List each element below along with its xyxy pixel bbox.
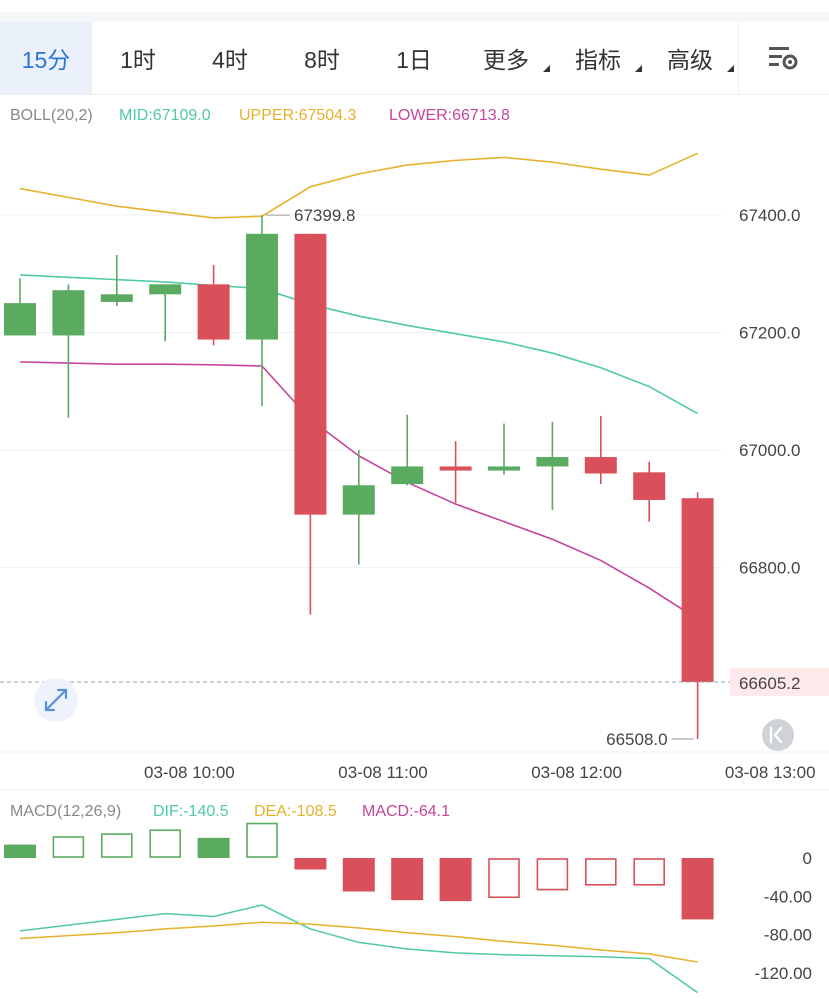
time-axis: 03-08 10:00 03-08 11:00 03-08 12:00 03-08 1… [144, 763, 816, 782]
boll-legend-mid: MID:67109.0 [119, 107, 211, 124]
tab-label: 4时 [212, 47, 248, 73]
boll-legend-lower: LOWER:66713.8 [389, 107, 510, 124]
low-price-label: 66508.0 [606, 730, 667, 749]
candle-body [391, 466, 424, 485]
expand-button[interactable] [34, 678, 78, 722]
candle-body [681, 498, 714, 682]
tab-label: 15分 [21, 47, 71, 73]
macd-legend-macd: MACD:-64.1 [362, 803, 450, 820]
macd-lines [19, 904, 699, 994]
macd-y-tick-label: -120.00 [754, 964, 812, 983]
macd-y-axis: 0 -40.00 -80.00 -120.00 [754, 849, 812, 983]
tab-indicators[interactable]: 指标 [552, 22, 644, 94]
status-strip [0, 0, 829, 14]
candle-body [197, 284, 230, 340]
main-y-axis: 67400.0 67200.0 67000.0 66800.0 [739, 206, 800, 578]
macd-bar [391, 858, 424, 901]
macd-histogram [4, 822, 714, 920]
macd-y-tick-label: -40.00 [764, 887, 812, 906]
tab-label: 1日 [396, 47, 432, 73]
candle-body [439, 466, 472, 471]
candle-body [246, 233, 278, 340]
dropdown-corner-icon [543, 65, 550, 72]
expand-icon [44, 688, 68, 712]
boll-mid-line [19, 274, 698, 415]
macd-bar [101, 833, 133, 858]
price-annotations: 67399.8 66508.0 66605.2 [0, 206, 829, 749]
last-price-tag [730, 667, 829, 696]
status-strip-shade [0, 12, 829, 22]
macd-bar [149, 829, 181, 858]
macd-bar [584, 858, 617, 886]
tab-advanced[interactable]: 高级 [644, 22, 736, 94]
candle-body [149, 284, 182, 295]
x-tick-label: 03-08 11:00 [338, 763, 427, 782]
chart-settings-button[interactable] [738, 22, 829, 94]
dropdown-corner-icon [727, 65, 734, 72]
tab-1d[interactable]: 1日 [368, 22, 460, 94]
macd-bar [197, 837, 230, 858]
macd-bar [439, 858, 472, 902]
candle-body [342, 485, 375, 515]
tab-15m[interactable]: 15分 [0, 22, 92, 94]
boll-legend-title: BOLL(20,2) [10, 107, 93, 124]
candle-body [584, 457, 617, 474]
boll-upper-line [19, 152, 698, 219]
tab-4h[interactable]: 4时 [184, 22, 276, 94]
x-tick-label: 03-08 12:00 [531, 763, 622, 782]
macd-bar [633, 858, 666, 886]
tab-label: 指标 [575, 47, 621, 73]
candle-body [100, 294, 133, 302]
y-tick-label: 67400.0 [739, 206, 800, 225]
candle-body [294, 233, 327, 515]
macd-y-tick-label: 0 [803, 849, 812, 868]
candle-body [488, 466, 520, 471]
y-tick-label: 67000.0 [739, 441, 800, 460]
tab-1h[interactable]: 1时 [92, 22, 184, 94]
tab-label: 8时 [304, 47, 340, 73]
skip-to-end-icon [769, 726, 783, 744]
macd-y-tick-label: -80.00 [764, 926, 812, 945]
macd-bar [4, 844, 36, 858]
macd-legend-title: MACD(12,26,9) [10, 803, 121, 820]
candles [4, 215, 714, 740]
boll-legend-upper: UPPER:67504.3 [239, 107, 357, 124]
candle-body [536, 457, 569, 467]
candle-body [52, 290, 85, 336]
macd-bar [294, 858, 327, 870]
y-tick-label: 66800.0 [739, 559, 800, 578]
last-price-label: 66605.2 [739, 674, 800, 693]
candle-body [4, 303, 36, 336]
candle-body [633, 472, 666, 500]
macd-legend-dif: DIF:-140.5 [153, 803, 229, 820]
x-tick-label: 03-08 10:00 [144, 763, 235, 782]
tab-label: 更多 [483, 47, 529, 73]
scroll-to-latest-button[interactable] [762, 719, 794, 751]
tab-more[interactable]: 更多 [460, 22, 552, 94]
macd-dif-line [19, 904, 699, 994]
dropdown-corner-icon [635, 65, 642, 72]
chart-settings-icon [769, 47, 798, 70]
macd-bar [342, 858, 375, 892]
tab-label: 1时 [120, 47, 156, 73]
macd-bar [52, 836, 85, 858]
tab-8h[interactable]: 8时 [276, 22, 368, 94]
macd-bar [246, 822, 278, 858]
macd-bar [536, 858, 569, 891]
y-tick-label: 67200.0 [739, 324, 800, 343]
macd-legend-dea: DEA:-108.5 [254, 803, 337, 820]
tab-label: 高级 [667, 47, 713, 73]
macd-bar [681, 858, 714, 920]
main-grid [0, 214, 722, 568]
x-tick-label: 03-08 13:00 [725, 763, 816, 782]
macd-dea-line [19, 921, 698, 963]
high-price-label: 67399.8 [294, 206, 355, 225]
timeframe-tabs: 15分 1时 4时 8时 1日 更多 指标 高级 [0, 22, 829, 95]
macd-bar [488, 858, 520, 899]
